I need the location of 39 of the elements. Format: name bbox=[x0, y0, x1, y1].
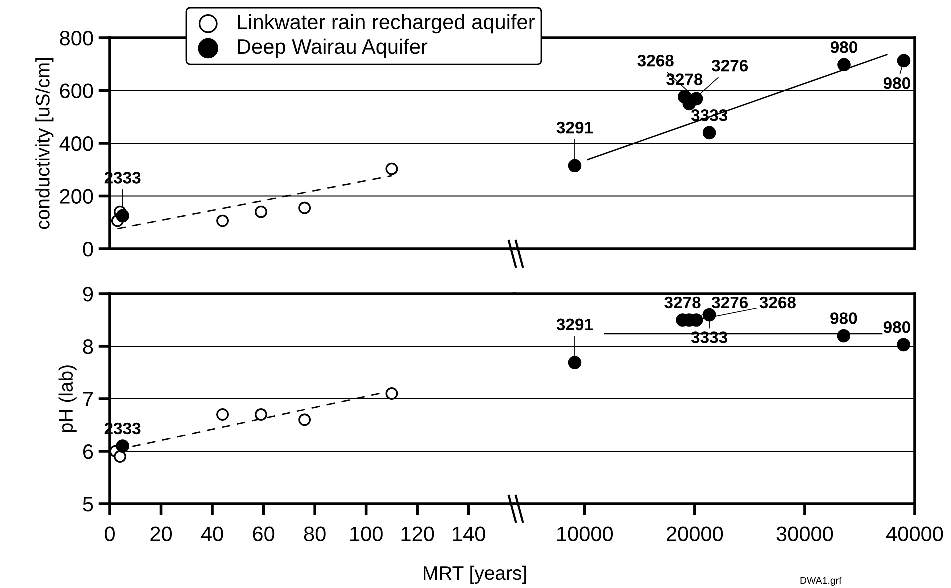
x-tick-label: 60 bbox=[253, 526, 275, 542]
y-tick-label: 5 bbox=[83, 497, 94, 512]
y-tick-label: 600 bbox=[60, 84, 94, 99]
x-tick-label: 40000 bbox=[886, 526, 944, 542]
x-tick-label: 10000 bbox=[558, 526, 614, 542]
y-tick-label: 800 bbox=[60, 31, 94, 46]
x-axis-title: MRT [years] bbox=[424, 566, 526, 584]
annotation: 980 bbox=[830, 41, 858, 54]
annotation: 980 bbox=[884, 321, 910, 334]
annotation: 3291 bbox=[556, 318, 594, 331]
x-tick-label: 0 bbox=[105, 526, 115, 542]
x-tick-label: 20000 bbox=[667, 526, 724, 542]
x-tick-label: 30000 bbox=[776, 526, 834, 542]
y-axis-title: conductivity [uS/cm] bbox=[36, 58, 54, 230]
y-tick-label: 400 bbox=[60, 136, 94, 152]
annotation: 3278 bbox=[664, 296, 701, 309]
legend-label: Linkwater rain recharged aquifer bbox=[238, 14, 535, 34]
y-tick-label: 0 bbox=[83, 242, 94, 257]
y-tick-label: 9 bbox=[83, 287, 94, 302]
x-tick-label: 100 bbox=[350, 526, 383, 542]
y-tick-label: 200 bbox=[60, 189, 94, 204]
text: DWA1.grf bbox=[800, 576, 842, 586]
x-tick-label: 40 bbox=[201, 526, 224, 542]
y-axis-title: pH (lab) bbox=[58, 366, 77, 432]
annotation: 3291 bbox=[556, 122, 594, 134]
annotation: 3268 bbox=[638, 54, 674, 67]
x-tick-label: 140 bbox=[453, 526, 486, 542]
annotation: 3268 bbox=[760, 296, 796, 309]
x-tick-label: 80 bbox=[304, 526, 326, 542]
x-tick-label: 120 bbox=[402, 526, 434, 542]
annotation: 980 bbox=[884, 78, 910, 90]
annotation: 3276 bbox=[712, 60, 748, 72]
x-tick-label: 20 bbox=[150, 526, 172, 542]
legend-label: Deep Wairau Aquifer bbox=[238, 38, 428, 58]
annotation: 3276 bbox=[712, 296, 748, 309]
y-tick-label: 7 bbox=[84, 392, 93, 407]
y-tick-label: 8 bbox=[83, 340, 94, 354]
annotation: 980 bbox=[830, 312, 858, 324]
y-tick-label: 6 bbox=[84, 444, 94, 460]
